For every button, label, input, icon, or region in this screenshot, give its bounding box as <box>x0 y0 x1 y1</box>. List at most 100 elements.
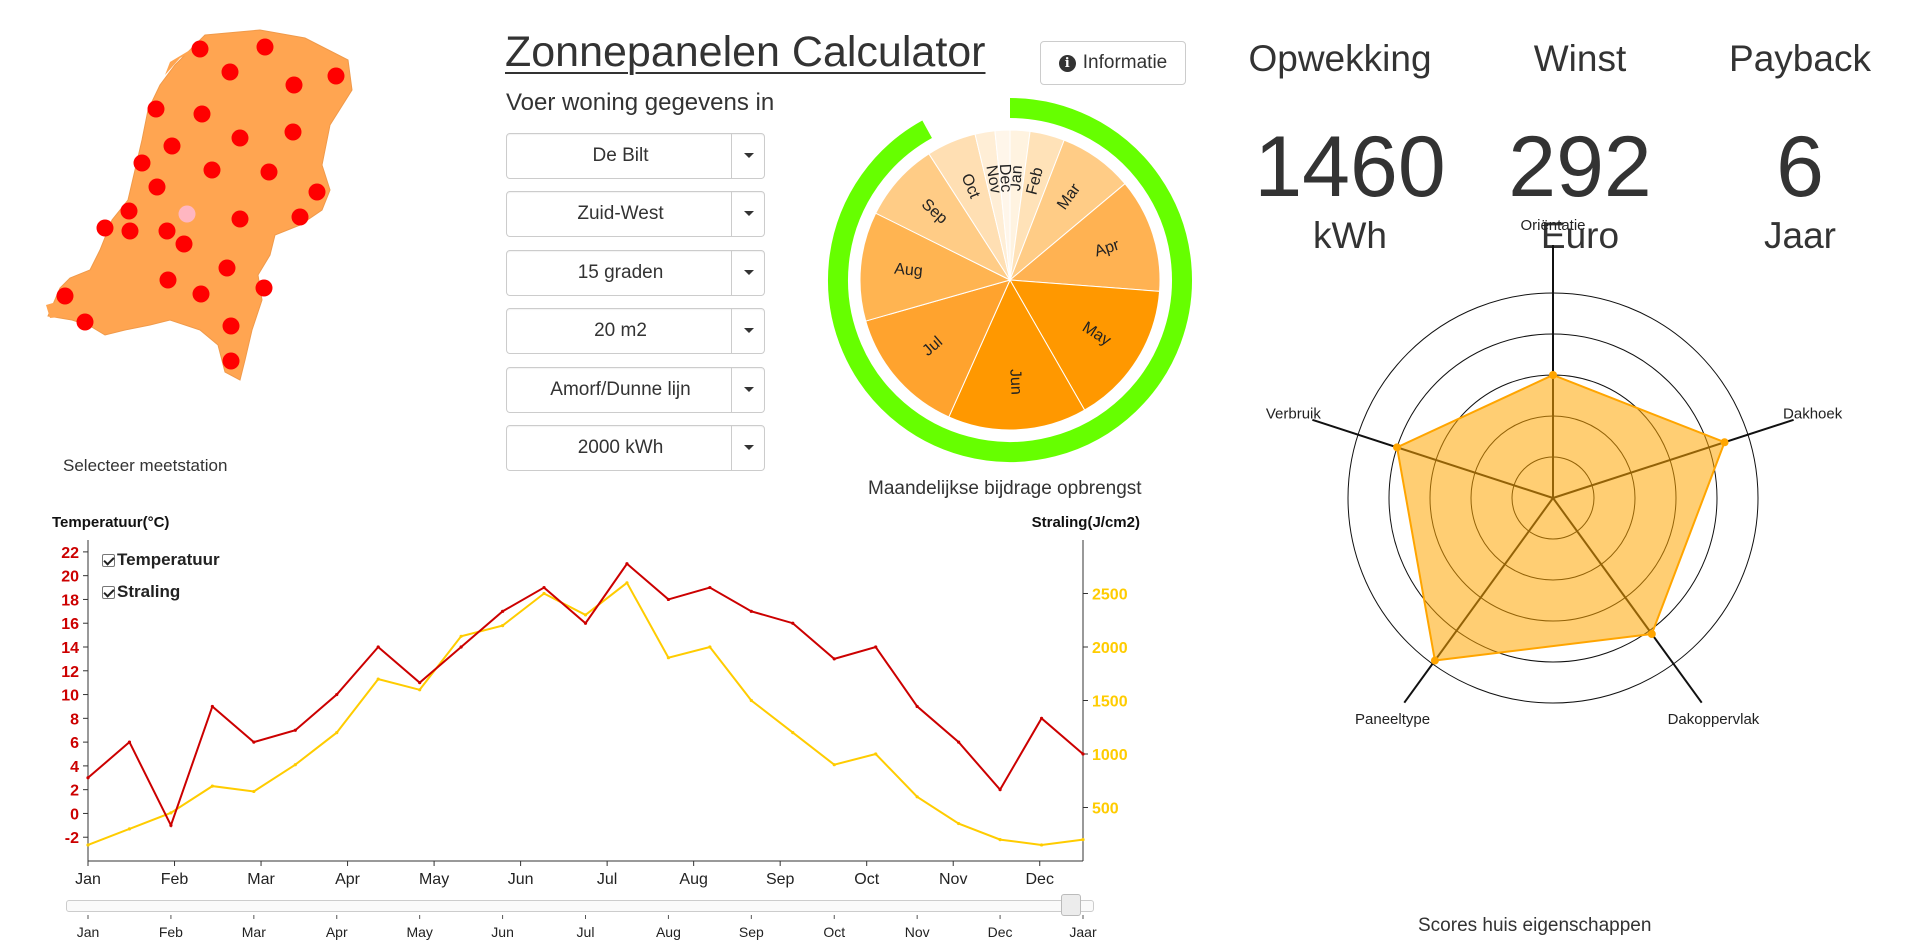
station-marker[interactable] <box>231 129 249 147</box>
y-right-tick-label: 1500 <box>1092 694 1128 711</box>
data-point <box>210 704 214 709</box>
zeeland-island <box>46 298 85 318</box>
slider-tick-label: Jul <box>577 924 595 940</box>
select-value: 2000 kWh <box>577 437 664 458</box>
checkbox-temperature[interactable] <box>102 553 115 567</box>
station-marker[interactable] <box>163 137 181 155</box>
station-marker[interactable] <box>158 222 176 240</box>
station-marker[interactable] <box>218 259 236 277</box>
pie-label: Jun <box>1006 369 1024 396</box>
data-point <box>169 811 173 815</box>
chevron-down-icon[interactable] <box>731 309 764 353</box>
data-point <box>791 621 795 625</box>
station-select[interactable]: De Bilt <box>506 133 765 179</box>
station-marker[interactable] <box>255 279 273 297</box>
station-marker[interactable] <box>308 183 326 201</box>
station-marker[interactable] <box>285 76 303 94</box>
data-point <box>293 728 297 732</box>
chevron-down-icon[interactable] <box>731 426 764 470</box>
pie-label: Feb <box>1023 166 1046 197</box>
data-point <box>583 621 588 625</box>
station-marker[interactable] <box>133 154 151 172</box>
data-point <box>666 597 671 602</box>
data-point <box>625 581 629 585</box>
chevron-down-icon[interactable] <box>731 134 764 178</box>
station-marker[interactable] <box>147 100 165 118</box>
data-point <box>625 562 629 566</box>
data-point <box>376 677 380 681</box>
roof-angle-select[interactable]: 15 graden <box>506 250 765 296</box>
x-tick-label: Jun <box>508 871 534 888</box>
station-marker[interactable] <box>222 352 240 370</box>
checkbox-radiation[interactable] <box>102 585 115 599</box>
chevron-down-icon[interactable] <box>731 192 764 236</box>
stat-head-payback: Payback <box>1729 38 1871 79</box>
pie-slice[interactable] <box>994 129 1011 281</box>
data-point <box>293 763 297 767</box>
station-marker[interactable] <box>193 105 211 123</box>
y-left-tick-label: 20 <box>61 569 79 586</box>
consumption-select[interactable]: 2000 kWh <box>506 425 765 471</box>
station-marker[interactable] <box>191 40 209 58</box>
x-tick-label: Aug <box>679 871 707 888</box>
y-left-tick-label: 22 <box>61 545 79 562</box>
slider-tick-label: Jaar <box>1069 924 1097 940</box>
data-point <box>957 821 961 826</box>
station-marker[interactable] <box>159 271 177 289</box>
pie-slice[interactable] <box>948 278 1086 431</box>
station-marker[interactable] <box>260 163 278 181</box>
data-point <box>749 698 753 703</box>
info-button[interactable]: i Informatie <box>1040 41 1186 85</box>
orientation-select[interactable]: Zuid-West <box>506 191 765 237</box>
station-markers[interactable] <box>56 38 345 370</box>
slider-tick-label: Nov <box>905 924 930 940</box>
x-tick-label: Feb <box>161 871 189 888</box>
legend-temperature-label: Temperatuur <box>117 550 220 569</box>
page-title: Zonnepanelen Calculator <box>505 28 986 76</box>
station-marker[interactable] <box>222 317 240 335</box>
data-point <box>86 843 90 847</box>
station-marker[interactable] <box>148 178 166 196</box>
select-value: De Bilt <box>592 145 649 166</box>
pie-slice[interactable] <box>859 212 1012 322</box>
station-marker[interactable] <box>76 313 94 331</box>
station-marker[interactable] <box>221 63 239 81</box>
station-marker[interactable] <box>256 38 274 56</box>
slider-tick-label: Feb <box>159 924 183 940</box>
data-point <box>418 688 422 692</box>
y-left-tick-label: -2 <box>65 830 79 847</box>
station-marker[interactable] <box>56 287 74 305</box>
station-marker[interactable] <box>175 235 193 253</box>
radar-point <box>1720 438 1729 447</box>
pie-caption: Maandelijkse bijdrage opbrengst <box>868 478 1142 499</box>
station-marker-selected[interactable] <box>178 205 196 223</box>
station-marker[interactable] <box>192 285 210 303</box>
station-marker[interactable] <box>203 161 221 179</box>
pie-slice[interactable] <box>1008 182 1161 292</box>
y-left-tick-label: 0 <box>70 806 79 823</box>
station-marker[interactable] <box>327 67 345 85</box>
station-marker[interactable] <box>291 208 309 226</box>
chevron-down-icon[interactable] <box>731 251 764 295</box>
pie-label: Aug <box>894 261 924 281</box>
pie-slice[interactable] <box>1009 279 1161 411</box>
month-slider-track[interactable] <box>66 900 1094 912</box>
chevron-down-icon[interactable] <box>731 368 764 412</box>
month-slider-handle[interactable] <box>1061 894 1081 916</box>
station-marker[interactable] <box>121 222 139 240</box>
roof-area-select[interactable]: 20 m2 <box>506 308 765 354</box>
x-tick-label: Oct <box>854 871 879 888</box>
station-marker[interactable] <box>284 123 302 141</box>
slider-tick-label: Sep <box>739 924 764 940</box>
station-marker[interactable] <box>120 202 138 220</box>
data-point <box>998 788 1002 792</box>
pie-slice[interactable] <box>865 279 1011 418</box>
station-marker[interactable] <box>231 210 249 228</box>
station-marker[interactable] <box>96 219 114 237</box>
series-temperature <box>86 562 1085 828</box>
slider-tick-label: Aug <box>656 924 681 940</box>
legend-temperature[interactable]: Temperatuur <box>102 550 220 570</box>
legend-radiation[interactable]: Straling <box>102 582 180 602</box>
panel-type-select[interactable]: Amorf/Dunne lijn <box>506 367 765 413</box>
data-point <box>708 585 712 590</box>
